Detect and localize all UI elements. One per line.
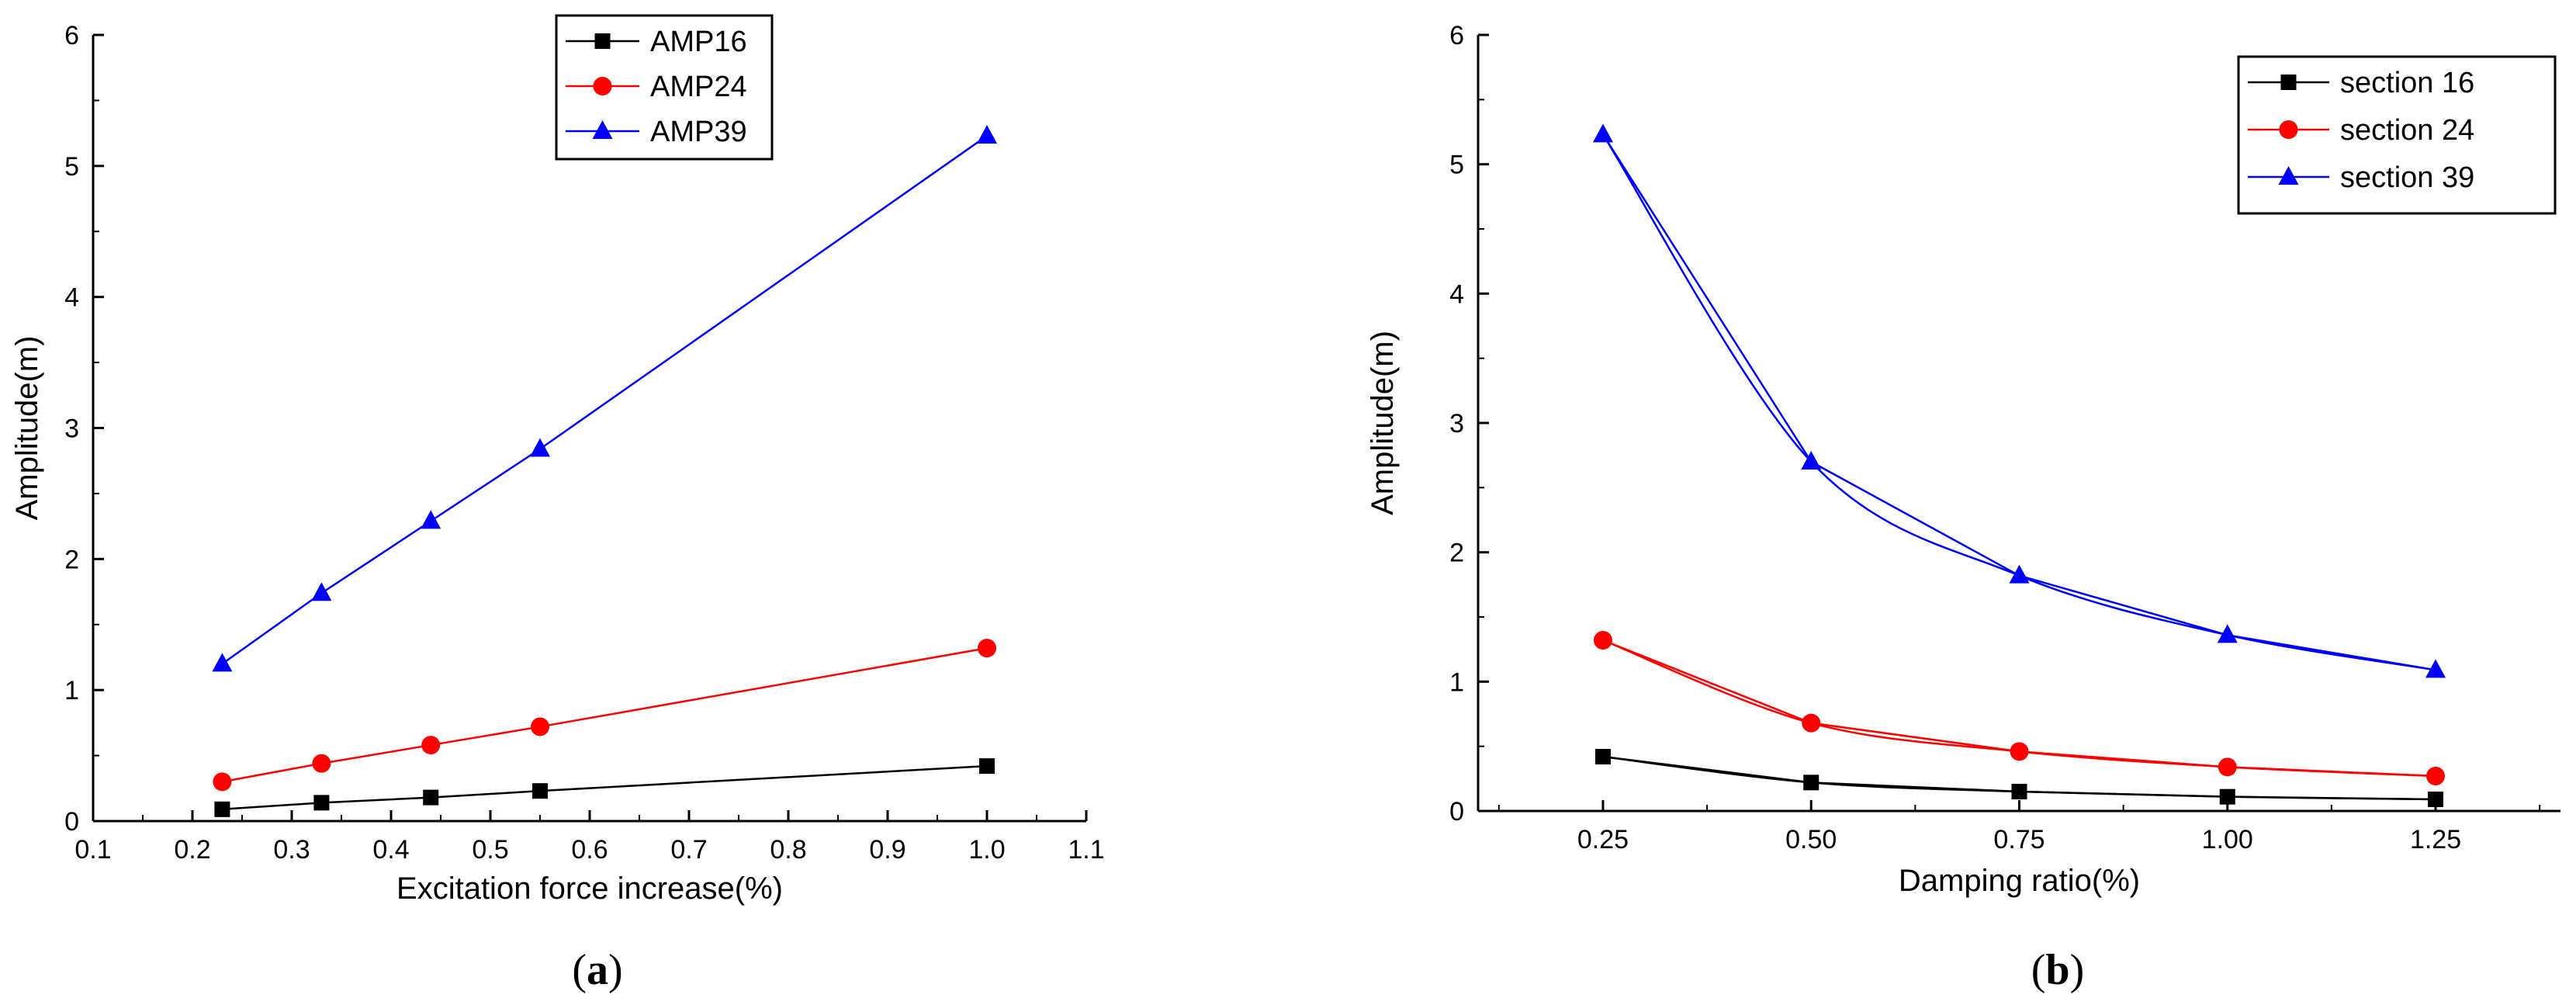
data-point [213, 772, 232, 792]
x-tick-label: 1.1 [1068, 835, 1104, 865]
data-point [1594, 749, 1611, 764]
legend-label: section 39 [2340, 161, 2474, 194]
y-tick-label: 6 [64, 21, 79, 50]
data-point [1593, 631, 1612, 650]
legend: section 16 section 24 section 39 [2237, 55, 2557, 215]
data-point [978, 639, 996, 658]
x-tick-label: 0.1 [74, 835, 111, 865]
series-smooth-curve [1601, 133, 2436, 671]
data-point [1803, 775, 1819, 791]
series-amp39 [212, 125, 997, 672]
data-point [421, 510, 441, 529]
y-tick-label: 3 [64, 414, 79, 444]
panel-caption: (a) [572, 946, 622, 994]
legend-marker [2280, 75, 2297, 90]
y-tick-label: 5 [1449, 151, 1464, 180]
y-tick-label: 2 [64, 545, 79, 574]
series-line [222, 646, 988, 783]
legend-marker [593, 77, 612, 95]
x-tick-label: 0.8 [770, 835, 806, 865]
data-point [531, 717, 549, 736]
data-point [1801, 451, 1822, 470]
data-point [2218, 757, 2237, 777]
x-axis-label: Damping ratio(%) [1899, 864, 2140, 898]
data-point [312, 754, 331, 773]
series-amp16 [214, 758, 995, 817]
y-tick-label: 0 [1449, 797, 1464, 827]
data-point [2219, 788, 2235, 805]
data-point [2011, 784, 2027, 799]
x-tick-label: 1.25 [2410, 825, 2461, 854]
x-tick-label: 0.5 [472, 835, 508, 865]
legend-label: AMP24 [650, 71, 747, 103]
data-point [530, 438, 550, 457]
panel-caption: (b) [2031, 946, 2084, 994]
y-axis-label: Amplitude(m) [10, 336, 44, 521]
legend-label: AMP39 [650, 116, 747, 148]
data-point [423, 789, 439, 806]
x-tick-label: 0.25 [1577, 825, 1629, 854]
series-section-39 [1592, 123, 2446, 678]
y-tick-label: 6 [1449, 21, 1464, 50]
data-point [421, 736, 441, 755]
legend-label: section 24 [2340, 114, 2474, 147]
data-point [977, 125, 997, 144]
legend-label: AMP16 [650, 26, 747, 58]
x-tick-label: 0.9 [869, 835, 905, 865]
chart-a: 0 1 2 3 4 5 6 0.1 0.2 0.3 0.4 0.5 0.6 0.7 0.8 0.9 1.0 1.1… [10, 14, 1105, 994]
y-tick-label: 3 [1449, 409, 1464, 438]
x-tick-label: 0.7 [670, 835, 707, 865]
x-axis-label: Excitation force increase(%) [396, 872, 783, 906]
data-point [2010, 742, 2029, 761]
legend-marker [592, 120, 613, 139]
y-axis-label: Amplitude(m) [1366, 331, 1400, 515]
y-tick-label: 4 [1449, 279, 1464, 309]
x-tick-label: 0.6 [571, 835, 608, 865]
legend: AMP16 AMP24 AMP39 [555, 14, 774, 161]
legend-label: section 16 [2340, 67, 2474, 99]
y-tick-label: 0 [64, 807, 79, 837]
x-tick-label: 0.3 [273, 835, 310, 865]
y-tick-label: 1 [64, 676, 79, 705]
data-point [532, 783, 548, 799]
x-tick-label: 0.4 [372, 835, 409, 865]
legend-marker [2279, 120, 2298, 139]
series-section-16 [1594, 749, 2444, 807]
chart-b: 0 1 2 3 4 5 6 0.25 0.50 0.75 1.00 1.25 Damping ratio… [1366, 21, 2560, 994]
y-tick-label: 5 [64, 152, 79, 182]
data-point [2425, 659, 2446, 678]
x-tick-label: 0.75 [1993, 825, 2045, 854]
y-tick-label: 4 [64, 283, 79, 313]
data-point [212, 653, 233, 672]
legend-marker [594, 33, 611, 49]
data-point [311, 582, 332, 601]
y-tick-label: 2 [1449, 539, 1464, 568]
series-amp24 [213, 639, 996, 792]
x-tick-label: 1.00 [2202, 825, 2253, 854]
series-line [1601, 133, 2436, 671]
x-tick-label: 1.0 [968, 835, 1005, 865]
legend-box [555, 14, 774, 161]
data-point [313, 795, 330, 811]
x-tick-label: 0.2 [174, 835, 210, 865]
data-point [979, 758, 995, 775]
x-tick-label: 0.50 [1785, 825, 1837, 854]
data-point [1802, 713, 1821, 733]
data-point [2217, 624, 2238, 643]
data-point [2428, 792, 2444, 807]
series-line [221, 134, 988, 665]
y-tick-label: 1 [1449, 667, 1464, 697]
data-point [214, 801, 230, 817]
series-line [222, 764, 988, 811]
data-point [2009, 564, 2030, 584]
data-point [1592, 123, 1613, 143]
data-point [2426, 767, 2446, 785]
legend-marker [2278, 166, 2299, 185]
series-section-24 [1593, 631, 2446, 785]
